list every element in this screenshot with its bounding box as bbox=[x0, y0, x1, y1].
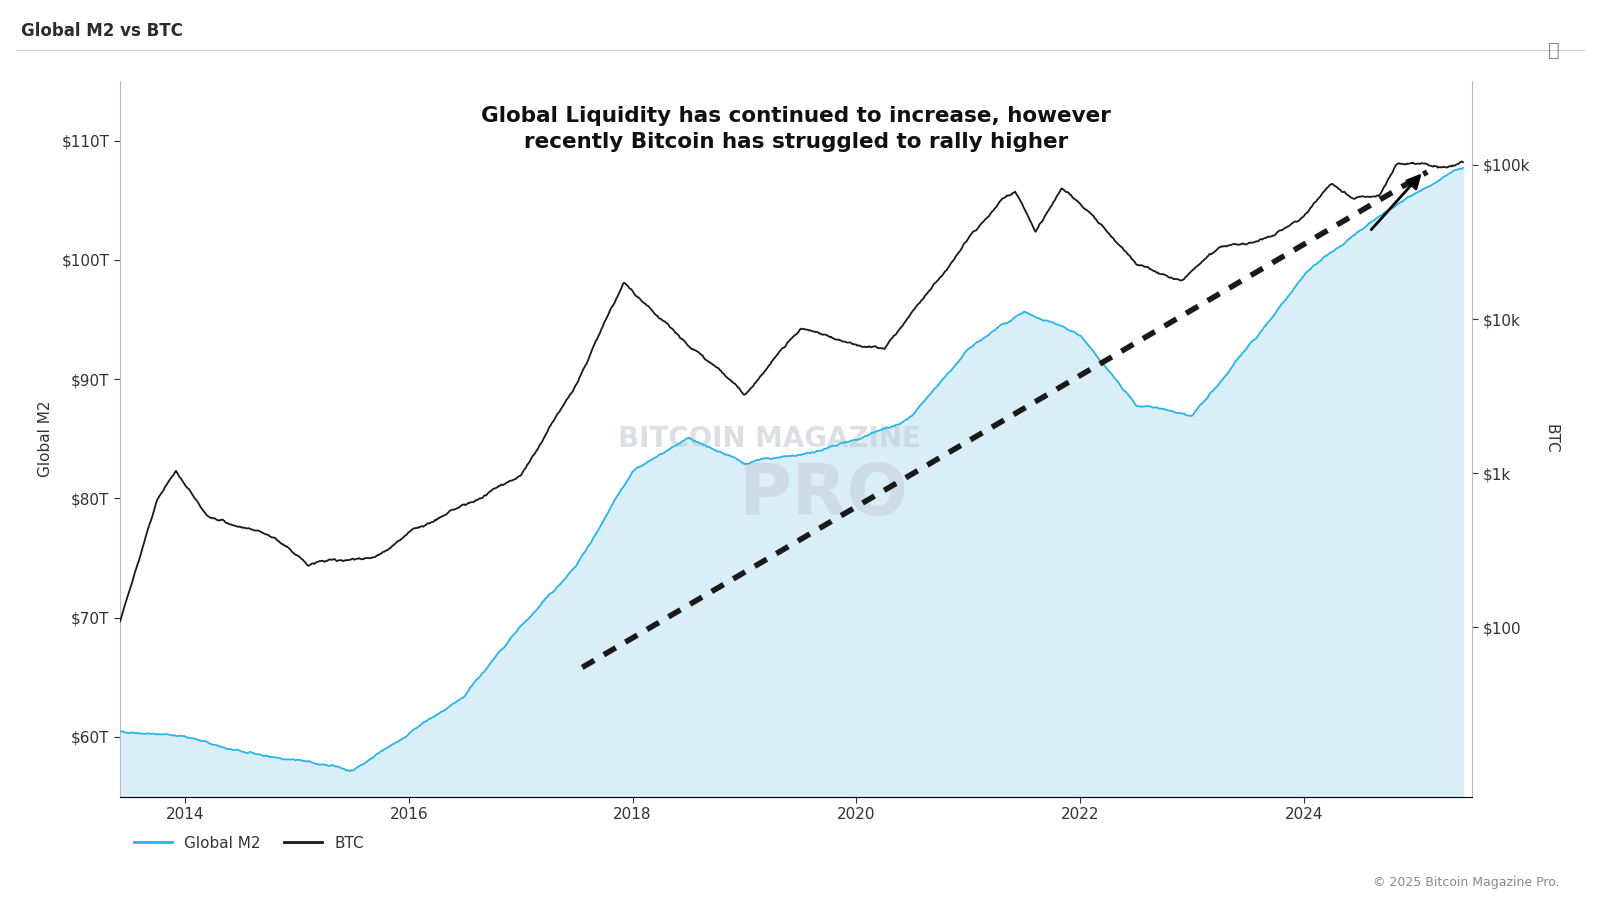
Y-axis label: Global M2: Global M2 bbox=[38, 400, 53, 477]
Text: PRO: PRO bbox=[738, 462, 909, 530]
Y-axis label: BTC: BTC bbox=[1544, 424, 1558, 454]
Text: © 2025 Bitcoin Magazine Pro.: © 2025 Bitcoin Magazine Pro. bbox=[1373, 877, 1560, 889]
Legend: Global M2, BTC: Global M2, BTC bbox=[128, 830, 370, 857]
Text: Global Liquidity has continued to increase, however
recently Bitcoin has struggl: Global Liquidity has continued to increa… bbox=[482, 106, 1110, 152]
Text: Global M2 vs BTC: Global M2 vs BTC bbox=[21, 22, 182, 40]
Text: BITCOIN MAGAZINE: BITCOIN MAGAZINE bbox=[618, 425, 920, 453]
Text: ⎙: ⎙ bbox=[1549, 40, 1560, 59]
